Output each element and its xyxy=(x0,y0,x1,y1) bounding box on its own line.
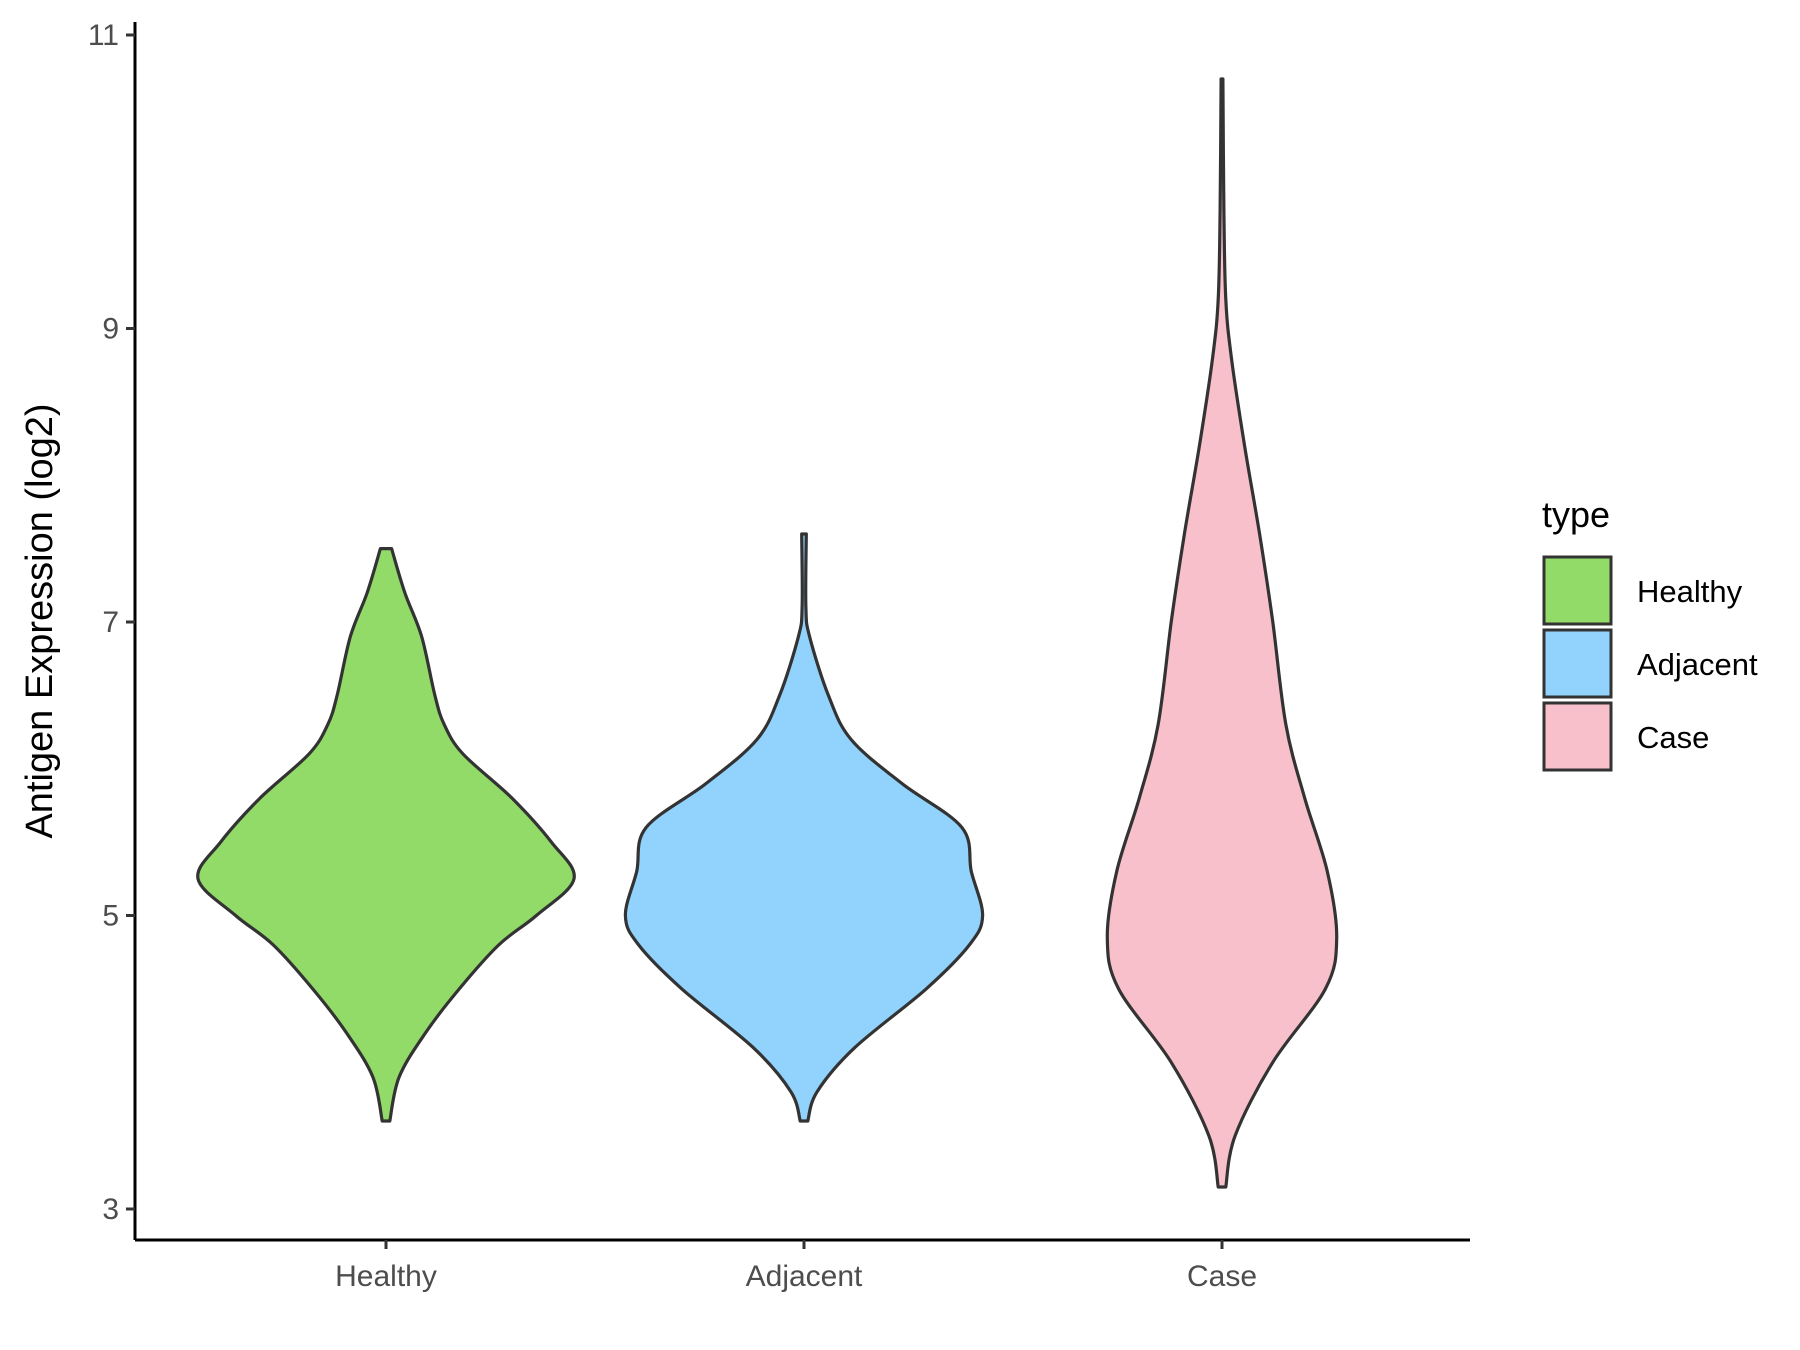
legend-swatch-case xyxy=(1542,701,1613,772)
y-axis-title: Antigen Expression (log2) xyxy=(19,403,61,838)
y-tick-label: 3 xyxy=(102,1193,119,1226)
violin-case xyxy=(1105,77,1339,1189)
legend-label-adjacent: Adjacent xyxy=(1637,647,1758,682)
y-tick-label: 5 xyxy=(102,900,119,933)
y-tick-label: 7 xyxy=(102,606,119,639)
legend-label-case: Case xyxy=(1637,720,1709,755)
legend-label-healthy: Healthy xyxy=(1637,574,1743,609)
x-axis: Healthy Adjacent Case xyxy=(135,1238,1470,1293)
legend-title: type xyxy=(1542,494,1610,535)
y-tick-label: 11 xyxy=(88,19,119,52)
x-tick-label-healthy: Healthy xyxy=(335,1260,437,1293)
y-tick-label: 9 xyxy=(102,313,119,346)
violins xyxy=(196,77,1339,1189)
x-tick-label-adjacent: Adjacent xyxy=(746,1260,863,1293)
legend: type Healthy Adjacent Case xyxy=(1542,494,1758,772)
y-axis: 3 5 7 9 11 xyxy=(88,19,137,1240)
violin-adjacent xyxy=(623,532,985,1123)
x-tick-label-case: Case xyxy=(1187,1260,1257,1293)
legend-swatch-healthy xyxy=(1542,555,1613,626)
violin-healthy xyxy=(196,547,576,1123)
legend-swatch-adjacent xyxy=(1542,628,1613,699)
